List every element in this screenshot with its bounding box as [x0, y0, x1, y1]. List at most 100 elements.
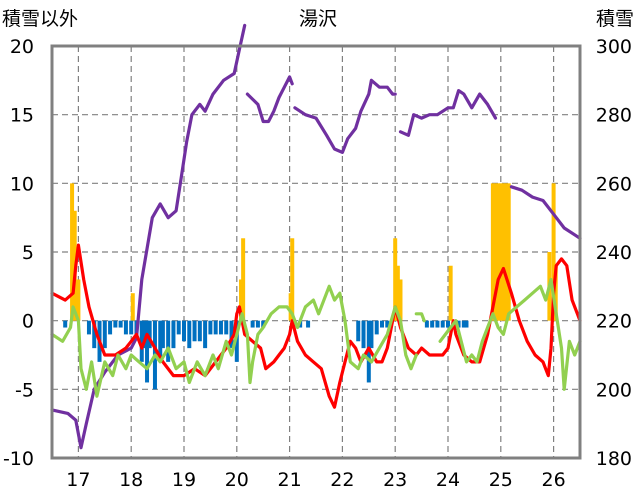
lines — [50, 23, 582, 450]
bar-s4-48 — [446, 320, 450, 328]
bar-s4-37 — [356, 320, 361, 342]
bar-s4-19 — [171, 320, 176, 349]
bar-s4-22 — [187, 320, 192, 349]
bar-s3-0 — [70, 183, 75, 321]
bar-s3-16 — [501, 183, 506, 321]
bar-s3-21 — [553, 265, 558, 321]
x-tick-8: 25 — [489, 469, 513, 491]
series-line-0-segment-2 — [293, 78, 397, 154]
series-line-0-segment-0 — [50, 23, 247, 450]
bar-s4-12 — [142, 320, 147, 349]
bar-s4-23 — [192, 320, 197, 342]
bar-s4-6 — [113, 320, 118, 328]
bar-s4-24 — [197, 320, 202, 342]
bar-s3-12 — [490, 183, 495, 321]
bar-s4-47 — [440, 320, 445, 328]
bar-s4-49 — [456, 320, 461, 328]
bar-s4-26 — [208, 320, 213, 335]
bar-s4-36 — [306, 320, 311, 328]
bar-s3-2 — [76, 279, 81, 321]
bar-s3-20 — [551, 183, 556, 321]
series-line-0-segment-3 — [398, 88, 498, 137]
y-right-tick-0: 300 — [596, 36, 632, 58]
bar-s4-27 — [213, 320, 218, 335]
bar-s4-50 — [461, 320, 466, 328]
bar-s4-29 — [224, 320, 229, 335]
bar-s4-8 — [123, 320, 128, 335]
bar-s3-4 — [239, 279, 244, 321]
tick-labels: 20 15 10 5 0 -5 -10 300 280 260 240 220 200 180 17 18 19… — [3, 36, 632, 491]
x-tick-5: 22 — [330, 469, 354, 491]
bar-s4-18 — [166, 320, 171, 362]
x-tick-2: 19 — [172, 469, 196, 491]
bar-s4-14 — [147, 320, 152, 349]
bar-s3-5 — [241, 238, 246, 321]
bar-s4-32 — [250, 320, 255, 328]
chart-title: 湯沢 — [299, 8, 337, 30]
bar-s4-21 — [182, 320, 186, 342]
bar-s4-38 — [361, 320, 366, 349]
bar-s4-16 — [158, 320, 163, 362]
bar-s4-34 — [261, 320, 266, 328]
y-right-tick-5: 200 — [596, 379, 632, 401]
x-tick-7: 24 — [436, 469, 460, 491]
bar-s4-7 — [118, 320, 123, 328]
bar-s4-25 — [203, 320, 208, 349]
bar-s4-40 — [369, 320, 374, 349]
bar-s4-41 — [374, 320, 379, 335]
bar-s4-44 — [424, 320, 429, 328]
bar-s4-42 — [380, 320, 384, 328]
bar-s4-28 — [218, 320, 223, 335]
series-line-2-segment-0 — [50, 284, 418, 398]
y-right-label: 積雪 — [596, 8, 634, 30]
y-left-tick-6: -10 — [3, 448, 34, 470]
bar-s3-17 — [504, 183, 509, 321]
y-left-tick-3: 5 — [22, 242, 34, 264]
bar-s4-33 — [255, 320, 260, 328]
bar-s4-13 — [145, 320, 150, 383]
x-tick-9: 26 — [542, 469, 566, 491]
y-right-tick-1: 280 — [596, 105, 632, 127]
bar-s4-51 — [464, 320, 469, 328]
bar-s4-9 — [129, 320, 134, 335]
y-right-tick-4: 220 — [596, 311, 632, 333]
y-right-tick-2: 260 — [596, 173, 632, 195]
y-left-tick-2: 10 — [10, 173, 34, 195]
y-left-tick-1: 15 — [10, 105, 34, 127]
series-line-1-segment-0 — [50, 243, 582, 409]
bar-s3-8 — [393, 238, 398, 321]
bar-s4-30 — [229, 320, 234, 349]
bar-s4-46 — [435, 320, 440, 328]
bar-s4-11 — [139, 320, 144, 362]
bar-s3-13 — [493, 183, 498, 321]
bar-s3-6 — [290, 238, 295, 321]
bar-s4-20 — [176, 320, 181, 335]
bar-s3-10 — [398, 279, 403, 321]
bar-s3-11 — [448, 265, 453, 321]
y-left-tick-5: -5 — [15, 379, 34, 401]
bar-s3-3 — [130, 293, 135, 321]
y-left-tick-0: 20 — [10, 36, 34, 58]
bar-s3-14 — [496, 183, 501, 321]
bar-s3-7 — [288, 293, 293, 321]
bar-s3-15 — [498, 183, 503, 321]
x-tick-1: 18 — [119, 469, 143, 491]
bar-s4-17 — [160, 320, 165, 349]
bar-s3-18 — [506, 183, 511, 321]
bars — [63, 183, 558, 390]
bar-s4-1 — [86, 320, 91, 335]
bar-s4-2 — [92, 320, 97, 349]
series-line-2-segment-2 — [438, 277, 582, 391]
plot-frame — [50, 44, 582, 460]
bar-s4-5 — [108, 320, 113, 335]
bar-s3-9 — [395, 265, 400, 321]
bar-s4-39 — [366, 320, 371, 383]
y-left-label: 積雪以外 — [2, 8, 78, 30]
y-left-tick-4: 0 — [22, 311, 34, 333]
bar-s4-0 — [63, 320, 68, 328]
x-tick-4: 21 — [278, 469, 302, 491]
y-right-tick-6: 180 — [596, 448, 632, 470]
y-right-tick-3: 240 — [596, 242, 632, 264]
series-line-0-segment-1 — [245, 75, 294, 124]
